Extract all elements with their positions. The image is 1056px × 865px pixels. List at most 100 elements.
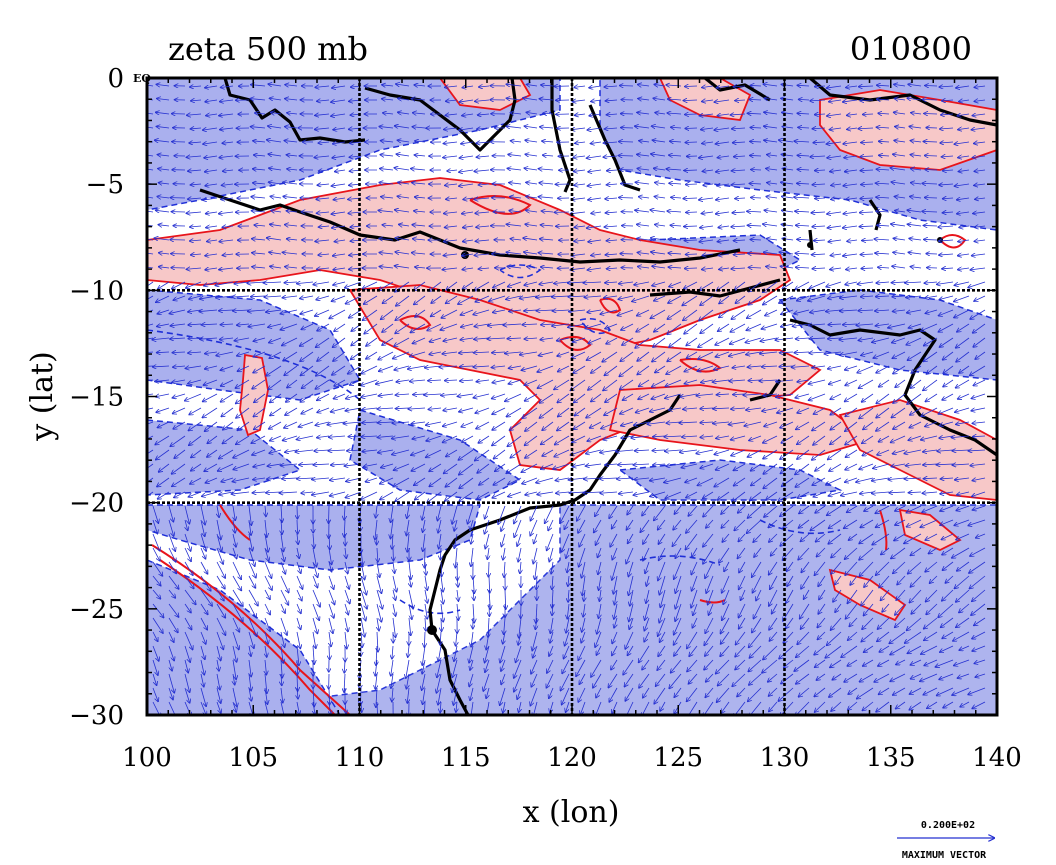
wind-vector: [379, 183, 394, 184]
wind-vector: [831, 730, 841, 744]
wind-vector: [781, 182, 794, 184]
wind-vector: [731, 170, 746, 171]
wind-vector: [479, 184, 490, 185]
wind-vector: [506, 84, 522, 86]
wind-vector: [333, 142, 346, 144]
wind-vector: [767, 155, 778, 156]
wind-vector: [876, 169, 890, 170]
wind-vector: [671, 127, 682, 128]
wind-vector: [219, 156, 234, 158]
wind-vector: [188, 170, 202, 171]
wind-vector: [147, 168, 154, 171]
wind-vector: [684, 240, 698, 241]
wind-vector: [945, 730, 953, 737]
wind-vector: [876, 211, 890, 212]
wind-vector: [572, 100, 586, 102]
wind-vector: [666, 169, 682, 170]
wind-vector: [415, 141, 426, 142]
wind-vector: [895, 127, 906, 128]
wind-vector: [685, 128, 698, 129]
wind-vector: [463, 240, 474, 242]
wind-vector: [894, 112, 906, 114]
wind-vector: [271, 112, 282, 114]
wind-vector: [219, 114, 234, 116]
wind-vector: [910, 155, 922, 156]
wind-vector: [909, 126, 922, 128]
wind-vector: [253, 169, 266, 170]
wind-vector: [444, 240, 458, 242]
wind-vector: [750, 127, 762, 128]
wind-vector: [395, 238, 410, 240]
wind-vector: [478, 114, 490, 115]
wind-vector: [732, 128, 746, 129]
wind-vector: [574, 184, 586, 185]
wind-vector: [475, 100, 490, 101]
wind-vector: [813, 142, 826, 143]
wind-vector: [797, 716, 809, 731]
y-tick-label: −5: [86, 170, 124, 200]
wind-vector: [379, 238, 394, 240]
wind-vector: [205, 86, 218, 88]
wind-vector: [865, 716, 873, 724]
wind-vector: [153, 730, 161, 740]
wind-vector: [541, 225, 554, 226]
wind-vector: [654, 196, 666, 198]
wind-vector: [268, 154, 282, 156]
wind-vector: [891, 224, 906, 226]
wind-vector: [702, 142, 714, 143]
wind-vector: [958, 254, 970, 256]
wind-vector: [701, 212, 714, 214]
wind-vector: [829, 716, 841, 729]
wind-vector: [506, 98, 522, 100]
wind-vector: [313, 730, 317, 739]
wind-vector: [538, 169, 554, 170]
wind-vector: [815, 86, 826, 87]
wind-vector: [188, 198, 202, 199]
wind-vector: [398, 98, 410, 100]
wind-vector: [635, 126, 650, 128]
wind-vector: [398, 112, 410, 114]
wind-vector: [156, 112, 170, 114]
wind-vector: [943, 198, 954, 199]
wind-vector: [910, 141, 922, 142]
wind-vector: [591, 254, 602, 255]
wind-vector: [283, 196, 298, 198]
wind-vector: [635, 210, 650, 212]
wind-vector: [414, 155, 426, 156]
wind-vector: [463, 198, 474, 199]
wind-vector: [397, 196, 410, 198]
wind-vector: [702, 170, 714, 171]
wind-vector: [252, 267, 266, 268]
wind-vector: [782, 126, 794, 128]
wind-vector: [749, 183, 762, 184]
wind-vector: [699, 156, 714, 158]
wind-vector: [345, 716, 349, 735]
wind-vector: [827, 114, 842, 116]
plot-area: [147, 78, 997, 744]
wind-vector: [815, 198, 826, 199]
wind-vector: [583, 730, 585, 743]
wind-vector: [734, 240, 746, 241]
wind-vector: [462, 254, 474, 256]
wind-vector: [670, 141, 682, 142]
map-title: zeta 500 mb: [168, 30, 368, 68]
wind-vector: [861, 142, 874, 143]
wind-vector: [524, 126, 538, 128]
wind-vector: [459, 128, 474, 130]
wind-vector: [764, 98, 778, 100]
wind-vector: [827, 226, 842, 228]
wind-vector: [380, 169, 394, 170]
wind-vector: [973, 716, 985, 724]
wind-vector: [582, 716, 585, 728]
wind-vector: [185, 730, 195, 744]
wind-vector: [702, 100, 714, 102]
wind-vector: [349, 156, 362, 157]
wind-vector: [462, 114, 474, 116]
wind-vector: [270, 224, 282, 226]
wind-vector: [714, 100, 730, 102]
wind-vector: [893, 252, 906, 254]
wind-vector: [378, 210, 394, 212]
wind-vector: [877, 225, 890, 226]
wind-vector: [538, 197, 554, 198]
wind-vector: [942, 100, 954, 101]
